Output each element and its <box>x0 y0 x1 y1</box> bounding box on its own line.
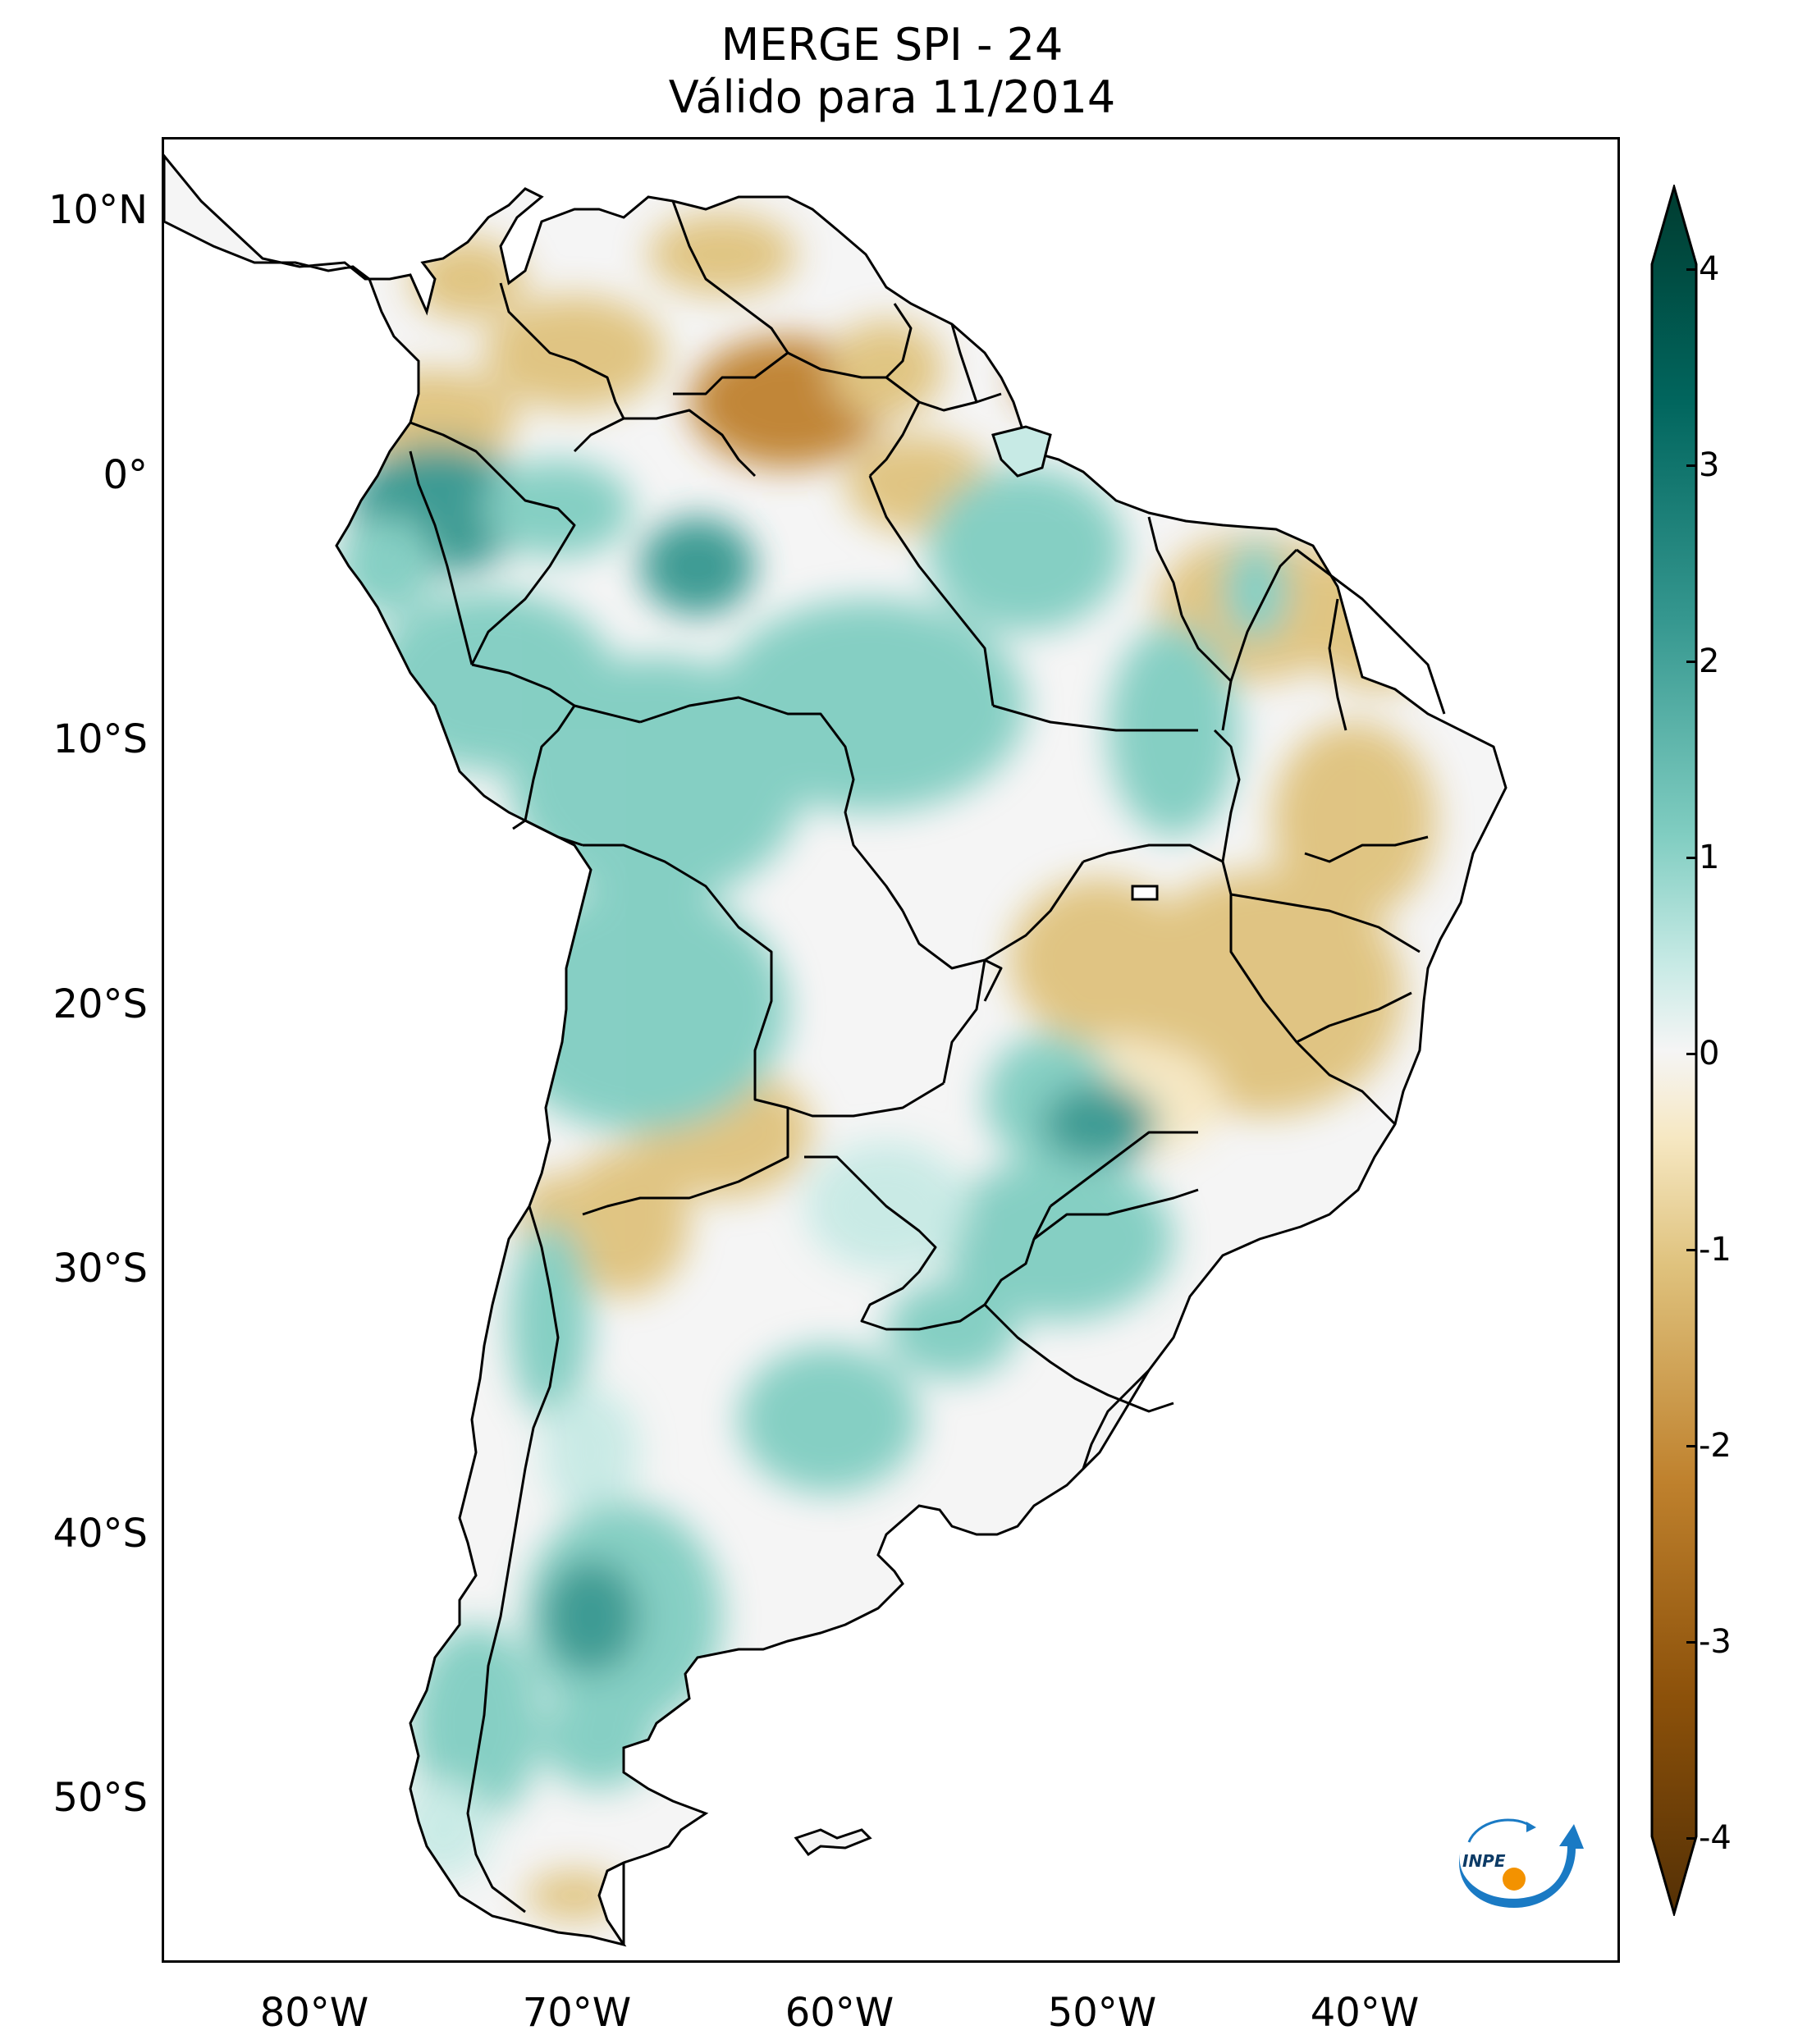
lon-label-50w: 50°W <box>1047 1990 1157 2036</box>
colorbar-tick <box>1686 268 1696 271</box>
lat-label-50s: 50°S <box>53 1775 148 1821</box>
colorbar-tick <box>1686 1249 1696 1251</box>
map-title: MERGE SPI - 24 <box>721 19 1064 71</box>
lon-label-40w: 40°W <box>1310 1990 1420 2036</box>
lat-label-40s: 40°S <box>53 1511 148 1557</box>
lat-label-20s: 20°S <box>53 981 148 1027</box>
lat-label-30s: 30°S <box>53 1246 148 1292</box>
lon-label-70w: 70°W <box>522 1990 632 2036</box>
lat-label-10n: 10°N <box>48 187 148 233</box>
inpe-logo-icon: INPE <box>1459 1818 1584 1908</box>
map-area <box>162 137 1620 1963</box>
lon-label-60w: 60°W <box>785 1990 894 2036</box>
colorbar-tick <box>1686 857 1696 859</box>
inpe-logo-text: INPE <box>1462 1851 1506 1871</box>
colorbar-tick <box>1686 464 1696 467</box>
colorbar-tick <box>1686 1837 1696 1840</box>
lon-label-80w: 80°W <box>259 1990 369 2036</box>
inpe-logo: INPE <box>1444 1801 1584 1912</box>
colorbar-tick <box>1686 1641 1696 1644</box>
colorbar-label-0: 0 <box>1699 1035 1720 1072</box>
colorbar-tick <box>1686 661 1696 663</box>
colorbar-tick <box>1686 1053 1696 1055</box>
colorbar-label-1: 1 <box>1699 839 1720 876</box>
colorbar-label-neg4: -4 <box>1699 1819 1732 1857</box>
colorbar-label-2: 2 <box>1699 642 1720 680</box>
colorbar-label-4: 4 <box>1699 250 1720 288</box>
colorbar-gradient <box>1650 182 1698 1918</box>
lat-label-0: 0° <box>103 452 148 498</box>
colorbar <box>1649 182 1699 1918</box>
colorbar-label-neg2: -2 <box>1699 1427 1732 1465</box>
south-america-map <box>164 154 1507 1946</box>
colorbar-tick <box>1686 1445 1696 1447</box>
map-subtitle: Válido para 11/2014 <box>668 71 1116 123</box>
colorbar-label-neg3: -3 <box>1699 1623 1732 1661</box>
colorbar-label-3: 3 <box>1699 446 1720 484</box>
lat-label-10s: 10°S <box>53 716 148 762</box>
colorbar-label-neg1: -1 <box>1699 1231 1732 1269</box>
